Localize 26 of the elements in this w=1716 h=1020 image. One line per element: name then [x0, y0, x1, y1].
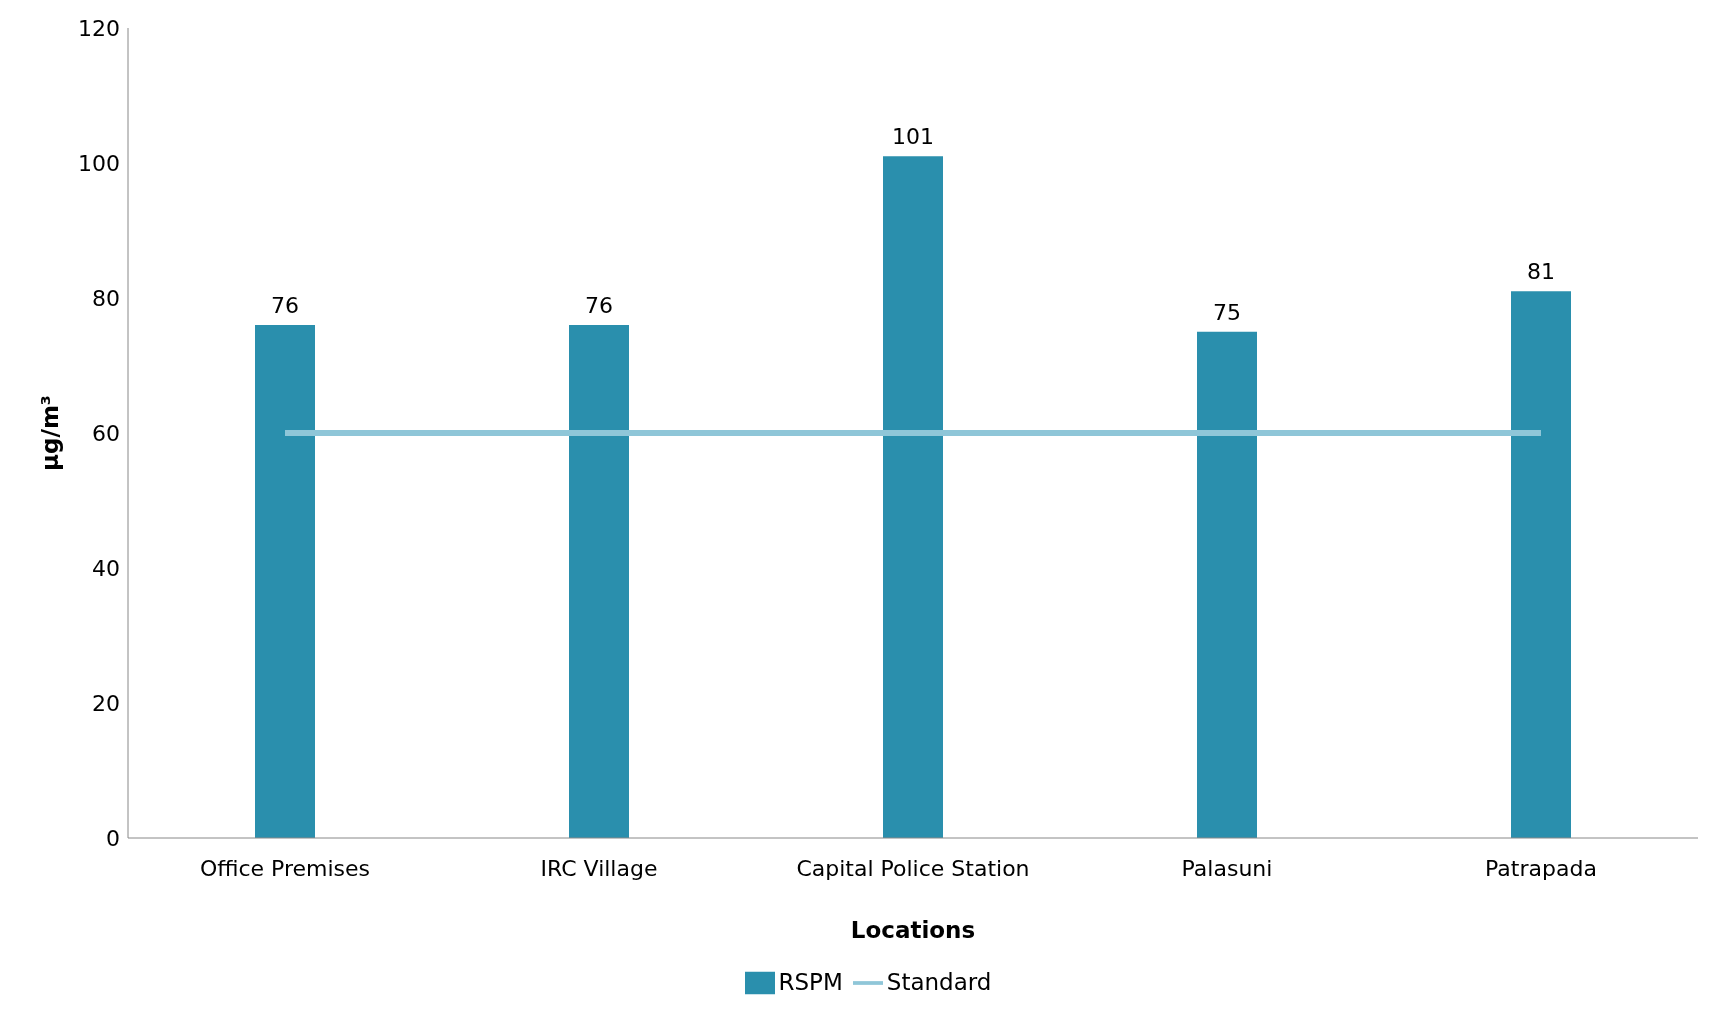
legend-label: RSPM — [778, 968, 843, 995]
x-tick-label: IRC Village — [540, 855, 658, 881]
x-tick-label: Patrapada — [1485, 855, 1597, 881]
data-label: 76 — [271, 293, 299, 318]
legend-label: Standard — [886, 968, 992, 995]
x-tick-label: Capital Police Station — [796, 855, 1030, 881]
x-axis-title: Locations — [850, 917, 976, 943]
x-tick-label: Palasuni — [1181, 855, 1273, 881]
data-label: 81 — [1527, 259, 1555, 285]
y-tick-label: 40 — [92, 555, 120, 581]
y-tick-label: 0 — [106, 825, 120, 851]
y-tick-label: 100 — [78, 150, 120, 176]
y-tick-label: 60 — [92, 420, 120, 446]
data-label: 75 — [1213, 299, 1241, 325]
x-tick-label: Office Premises — [199, 855, 371, 881]
data-label: 101 — [892, 124, 934, 150]
y-tick-label: 120 — [78, 15, 120, 41]
bar — [1197, 331, 1257, 838]
y-tick-label: 80 — [92, 285, 120, 311]
y-axis-title: µg/m³ — [37, 395, 63, 471]
bar — [883, 156, 943, 838]
y-tick-label: 20 — [92, 690, 120, 716]
bar — [1511, 291, 1571, 838]
data-label: 76 — [585, 293, 613, 318]
bar — [569, 325, 629, 838]
bar — [255, 325, 315, 838]
